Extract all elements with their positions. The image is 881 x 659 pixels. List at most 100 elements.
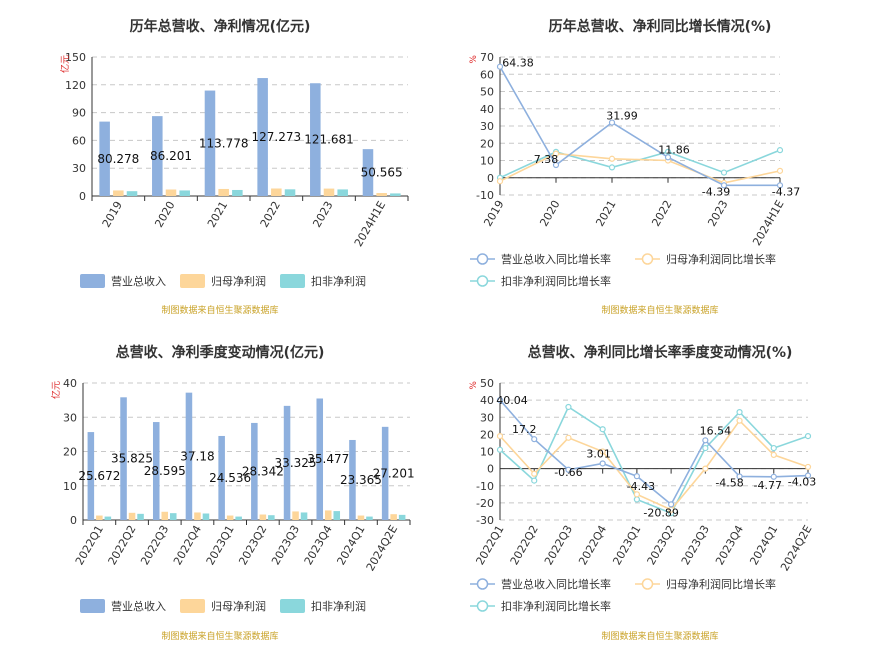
bar-net-profit — [226, 515, 234, 520]
data-label: 3.01 — [586, 447, 611, 460]
chart-title: 历年总营收、净利同比增长情况(%) — [548, 19, 772, 35]
data-label: 40.04 — [496, 394, 528, 407]
y-tick-label: 40 — [63, 377, 77, 390]
legend-swatch — [80, 274, 105, 288]
data-point — [776, 182, 784, 189]
x-tick-label: 2024H1E — [750, 198, 786, 248]
bar-deducted-profit — [169, 513, 177, 520]
x-tick-label: 2022Q1 — [474, 523, 507, 567]
x-tick-label: 2023Q1 — [204, 523, 237, 567]
y-tick-label: 30 — [72, 162, 86, 175]
legend-label: 扣非净利润 — [311, 599, 366, 613]
data-label: 37.18 — [180, 449, 214, 463]
x-tick-label: 2024H1E — [352, 199, 388, 249]
bar-revenue — [283, 405, 291, 520]
bar-deducted-profit — [337, 189, 348, 196]
data-point — [565, 434, 572, 441]
x-tick-label: 2023Q2 — [236, 523, 269, 567]
x-tick-label: 2023Q3 — [269, 523, 302, 567]
x-tick-label: 2022Q3 — [542, 523, 575, 567]
legend-label: 扣非净利润 — [311, 274, 366, 288]
data-label: -4.58 — [715, 476, 743, 489]
data-label: 24.536 — [209, 471, 251, 485]
chart-title: 总营收、净利同比增长率季度变动情况(%) — [527, 345, 793, 361]
data-label: 64.38 — [502, 57, 534, 70]
data-point — [531, 436, 538, 443]
y-tick-label: 70 — [480, 51, 494, 64]
y-tick-label: 60 — [480, 68, 494, 81]
bar-revenue — [316, 398, 324, 520]
data-label: 27.201 — [373, 466, 415, 480]
data-point — [496, 178, 504, 185]
data-point — [804, 472, 812, 479]
bar-deducted-profit — [366, 516, 373, 520]
data-label: 35.477 — [307, 452, 349, 466]
bar-revenue — [349, 439, 356, 520]
x-tick-label: 2024Q2E — [364, 523, 401, 573]
y-tick-label: 30 — [480, 120, 494, 133]
data-label: 7.38 — [534, 153, 559, 166]
legend-swatch-marker — [476, 578, 489, 590]
y-tick-label: 90 — [72, 107, 86, 120]
data-point — [599, 426, 606, 433]
data-point — [702, 465, 709, 472]
bar-net-profit — [259, 514, 267, 520]
y-tick-label: 50 — [480, 377, 494, 390]
data-point — [608, 119, 616, 126]
data-point — [804, 463, 812, 471]
data-point — [633, 473, 640, 480]
series-line — [499, 399, 809, 506]
y-tick-label: 0 — [487, 463, 494, 476]
data-label: 121.681 — [304, 133, 354, 147]
bar-net-profit — [323, 188, 335, 196]
legend-swatch-marker — [641, 253, 654, 265]
data-point — [496, 396, 504, 404]
chart-title: 历年总营收、净利情况(亿元) — [129, 19, 311, 35]
x-tick-label: 2019 — [481, 198, 506, 229]
y-tick-label: 150 — [65, 51, 86, 64]
data-point — [599, 460, 606, 467]
bar-revenue — [381, 426, 389, 520]
y-tick-label: 20 — [480, 137, 494, 150]
bar-revenue — [152, 116, 163, 196]
y-axis-unit: 亿元 — [59, 55, 71, 73]
bar-revenue — [152, 422, 160, 520]
legend-label: 扣非净利润同比增长率 — [501, 274, 611, 288]
x-tick-label: 2022Q3 — [138, 523, 171, 567]
x-tick-label: 2023Q4 — [713, 523, 746, 567]
bar-net-profit — [128, 512, 136, 520]
bar-revenue — [257, 78, 268, 196]
data-point — [496, 446, 504, 453]
bar-revenue — [99, 121, 110, 196]
y-axis-unit: % — [469, 55, 479, 64]
data-point — [736, 417, 743, 424]
data-point — [702, 437, 709, 444]
x-tick-label: 2022Q2 — [106, 523, 139, 567]
y-tick-label: 40 — [480, 103, 494, 116]
y-tick-label: 120 — [65, 79, 86, 92]
data-label: -4.39 — [702, 185, 730, 198]
data-point — [804, 432, 812, 440]
data-point — [736, 473, 743, 480]
chart-title: 总营收、净利季度变动情况(亿元) — [115, 345, 325, 361]
y-tick-label: 10 — [63, 480, 77, 493]
legend-label: 归母净利润 — [211, 274, 266, 288]
bar-deducted-profit — [284, 189, 296, 196]
data-label: -20.89 — [643, 506, 678, 519]
series-line — [499, 419, 809, 511]
y-tick-label: 0 — [487, 172, 494, 185]
data-point — [633, 496, 640, 503]
bar-revenue — [185, 392, 193, 520]
y-tick-label: 20 — [63, 446, 77, 459]
data-label: 33.325 — [275, 456, 317, 470]
y-tick-label: 20 — [480, 428, 494, 441]
data-point — [736, 409, 743, 416]
data-point — [531, 477, 538, 484]
x-tick-label: 2023Q3 — [679, 523, 712, 567]
bar-deducted-profit — [390, 193, 401, 196]
data-label: 113.778 — [199, 136, 249, 150]
x-tick-label: 2019 — [100, 199, 125, 230]
bar-net-profit — [96, 515, 103, 520]
